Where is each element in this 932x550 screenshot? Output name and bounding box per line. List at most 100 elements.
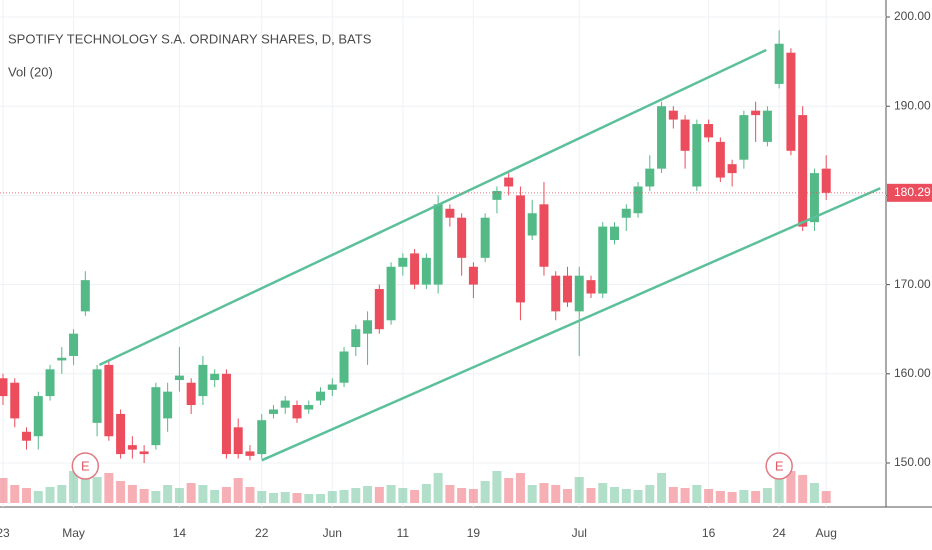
volume-bar bbox=[151, 491, 161, 503]
candle-body bbox=[704, 124, 714, 138]
volume-bar bbox=[739, 490, 749, 503]
volume-bar bbox=[468, 489, 478, 503]
candle-body bbox=[221, 373, 231, 455]
volume-bar bbox=[268, 493, 278, 503]
volume-bar bbox=[186, 483, 196, 503]
x-tick-label: 23 bbox=[0, 526, 10, 540]
x-tick-label: 16 bbox=[702, 526, 716, 540]
volume-bar bbox=[633, 490, 643, 503]
candle-body bbox=[692, 124, 702, 187]
volume-bar bbox=[45, 487, 55, 503]
candle-body bbox=[492, 190, 502, 200]
volume-bar bbox=[692, 485, 702, 503]
volume-bar bbox=[657, 473, 667, 503]
candle-body bbox=[551, 275, 561, 312]
candle-body bbox=[762, 110, 772, 142]
candle-body bbox=[751, 110, 761, 116]
volume-layer bbox=[0, 458, 831, 503]
volume-bar bbox=[33, 491, 43, 503]
volume-bar bbox=[339, 490, 349, 503]
volume-bar bbox=[598, 483, 608, 503]
candle-body bbox=[527, 213, 537, 236]
candle-body bbox=[127, 445, 137, 450]
candle-body bbox=[798, 115, 808, 227]
candle-body bbox=[10, 382, 20, 419]
candle-body bbox=[680, 119, 690, 151]
volume-bar bbox=[551, 485, 561, 503]
volume-bar bbox=[727, 492, 737, 503]
volume-bar bbox=[163, 485, 173, 503]
volume-bar bbox=[621, 489, 631, 503]
earnings-label: E bbox=[81, 458, 90, 473]
candle-body bbox=[633, 186, 643, 214]
volume-bar bbox=[386, 485, 396, 503]
candle-body bbox=[339, 351, 349, 383]
candle-body bbox=[351, 329, 361, 348]
volume-bar bbox=[116, 481, 126, 503]
volume-bar bbox=[127, 485, 137, 503]
volume-title: Vol (20) bbox=[8, 64, 53, 79]
candle-body bbox=[715, 141, 725, 178]
candle-body bbox=[468, 266, 478, 285]
volume-bar bbox=[562, 489, 572, 503]
earnings-marker bbox=[765, 452, 793, 480]
channel-line bbox=[98, 48, 767, 367]
volume-bar bbox=[786, 471, 796, 503]
earnings-marker bbox=[71, 452, 100, 480]
volume-bar bbox=[798, 475, 808, 503]
candle-body bbox=[480, 217, 490, 258]
volume-bar bbox=[92, 477, 102, 503]
x-tick-label: Aug bbox=[816, 526, 837, 540]
candle-body bbox=[586, 280, 596, 294]
candle-body bbox=[374, 289, 384, 330]
volume-bar bbox=[821, 491, 831, 503]
volume-bar bbox=[80, 458, 90, 503]
volume-bar bbox=[704, 489, 714, 503]
candle-body bbox=[139, 451, 149, 455]
y-tick-label: 190.00 bbox=[894, 98, 931, 112]
volume-bar bbox=[645, 485, 655, 503]
volume-bar bbox=[751, 491, 761, 503]
y-tick-label: 160.00 bbox=[894, 366, 931, 380]
volume-bar bbox=[210, 490, 220, 503]
volume-bar bbox=[363, 486, 373, 503]
candle-body bbox=[562, 275, 572, 303]
candle-body bbox=[57, 357, 67, 361]
volume-bar bbox=[316, 494, 326, 503]
candle-body bbox=[610, 226, 620, 240]
candle-body bbox=[198, 364, 208, 397]
candle-body bbox=[504, 177, 514, 187]
channel-line bbox=[261, 187, 881, 462]
candle-body bbox=[657, 106, 667, 169]
x-tick-label: 11 bbox=[397, 526, 410, 540]
candle-body bbox=[316, 391, 326, 401]
volume-bar bbox=[457, 488, 467, 503]
x-tick-label: Jul bbox=[572, 526, 587, 540]
volume-bar bbox=[351, 488, 361, 503]
volume-bar bbox=[57, 485, 67, 503]
volume-bar bbox=[374, 487, 384, 503]
candle-body bbox=[515, 195, 525, 303]
volume-bar bbox=[233, 478, 243, 503]
y-tick-label: 150.00 bbox=[894, 455, 931, 469]
volume-bar bbox=[445, 485, 455, 503]
volume-bar bbox=[433, 473, 443, 503]
candle-body bbox=[786, 52, 796, 151]
candle-body bbox=[116, 413, 126, 455]
volume-bar bbox=[304, 494, 314, 503]
volume-bar bbox=[104, 473, 114, 503]
candle-body bbox=[245, 451, 255, 456]
volume-bar bbox=[174, 488, 184, 503]
volume-bar bbox=[504, 478, 514, 503]
volume-bar bbox=[198, 485, 208, 503]
candle-body bbox=[739, 115, 749, 160]
volume-bar bbox=[539, 483, 549, 503]
candle-body bbox=[104, 364, 114, 437]
candle-body bbox=[210, 373, 220, 381]
candle-body bbox=[92, 369, 102, 423]
volume-bar bbox=[421, 484, 431, 503]
candle-body bbox=[727, 164, 737, 174]
volume-bar bbox=[774, 479, 784, 503]
x-tick-label: 24 bbox=[772, 526, 786, 540]
